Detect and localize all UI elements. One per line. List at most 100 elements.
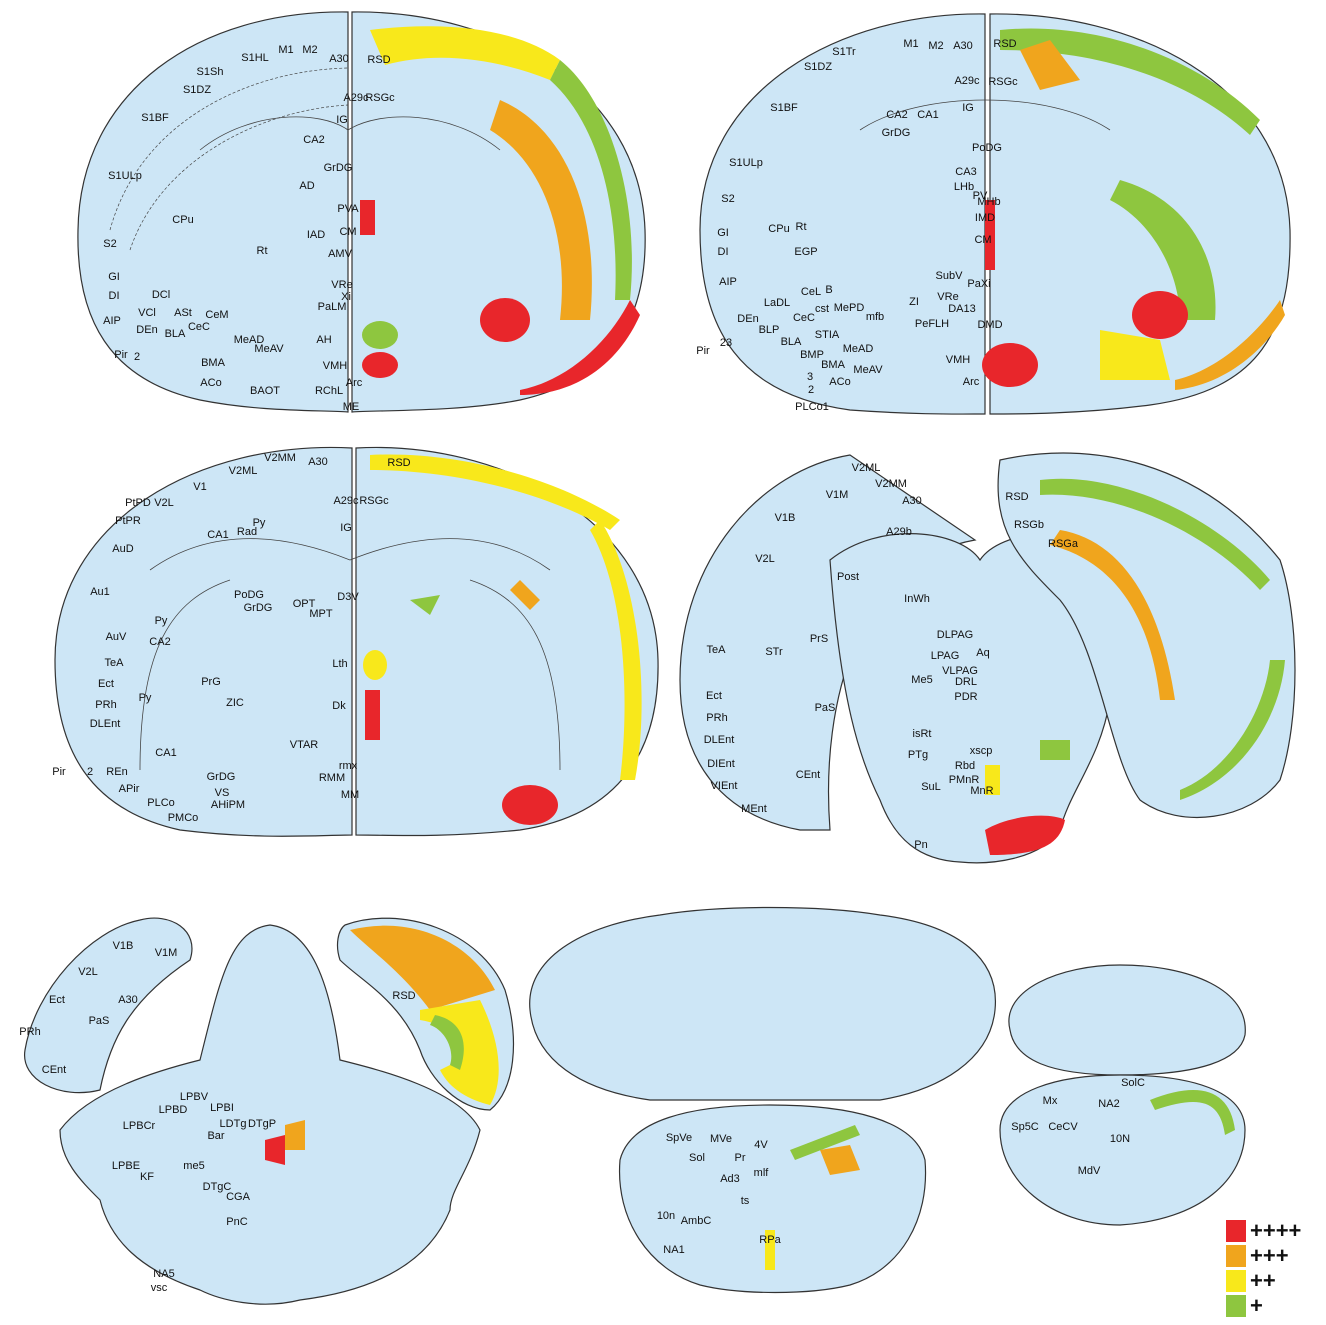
region-label: KF [140, 1171, 154, 1183]
region-label: LPBD [159, 1104, 188, 1116]
region-label: DEn [136, 324, 157, 336]
region-label: A29c [333, 495, 359, 507]
region-label: D3V [337, 591, 359, 603]
region-label: PTg [908, 749, 928, 761]
region-label: LPAG [931, 650, 960, 662]
region-label: mfb [866, 311, 884, 323]
region-label: VMH [323, 360, 348, 372]
region-label: Pr [735, 1152, 746, 1164]
region-label: Pir [52, 766, 66, 778]
region-label: CA2 [149, 636, 170, 648]
region-label: AD [299, 180, 314, 192]
region-label: 4V [754, 1139, 768, 1151]
region-label: isRt [913, 728, 932, 740]
region-label: S1DZ [183, 84, 211, 96]
region-label: CeM [205, 309, 228, 321]
legend-label: + [1250, 1293, 1263, 1318]
region-label: MePD [834, 302, 865, 314]
region-label: 2 [134, 351, 140, 363]
region-label: me5 [183, 1160, 204, 1172]
region-label: PaXi [967, 278, 990, 290]
region-label: PrG [201, 676, 221, 688]
region-label: GrDG [244, 602, 273, 614]
region-label: NA2 [1098, 1098, 1119, 1110]
region-label: DCl [152, 289, 170, 301]
region-label: DLEnt [704, 734, 735, 746]
region-label: TeA [707, 644, 727, 656]
region-label: MPT [309, 608, 333, 620]
region-label: Arc [963, 376, 980, 388]
region-label: NA5 [153, 1268, 174, 1280]
region-label: InWh [904, 593, 930, 605]
region-label: Rad [237, 526, 257, 538]
region-label: CGA [226, 1191, 251, 1203]
region-label: CeC [188, 321, 210, 333]
region-label: 2 [808, 384, 814, 396]
region-label: V2MM [875, 478, 907, 490]
region-label: CEnt [42, 1064, 66, 1076]
region-label: S1BF [770, 102, 798, 114]
region-label: LHb [954, 181, 974, 193]
region-label: Rbd [955, 760, 975, 772]
region-label: V1M [155, 947, 178, 959]
region-label: AuV [106, 631, 127, 643]
region-label: GrDG [207, 771, 236, 783]
region-label: BMA [821, 359, 846, 371]
legend-label: ++ [1250, 1268, 1276, 1293]
region-label: PeFLH [915, 318, 949, 330]
region-label: VRe [331, 279, 352, 291]
region-label: mlf [754, 1167, 770, 1179]
region-label: DI [109, 290, 120, 302]
region-label: DIEnt [707, 758, 735, 770]
region-label: PrS [810, 633, 828, 645]
region-label: VRe [937, 291, 958, 303]
region-label: RSGc [365, 92, 395, 104]
region-label: cst [815, 303, 829, 315]
region-label: IMD [975, 212, 995, 224]
region-label: Py [139, 692, 152, 704]
region-label: V2L [78, 966, 98, 978]
region-label: AH [316, 334, 331, 346]
region-label: CeCV [1048, 1121, 1078, 1133]
region-label: ZIC [226, 697, 244, 709]
legend-swatch [1226, 1270, 1246, 1292]
region-label: PRh [95, 699, 116, 711]
region-label: A30 [118, 994, 138, 1006]
region-label: GI [717, 227, 729, 239]
region-label: PRh [19, 1026, 40, 1038]
region-label: S1BF [141, 112, 169, 124]
region-label: A30 [329, 53, 349, 65]
region-label: S1HL [241, 52, 269, 64]
region-label: AuD [112, 543, 133, 555]
region-label: Pn [914, 839, 927, 851]
region-label: rmx [339, 760, 358, 772]
region-label: BLP [759, 324, 780, 336]
region-label: RSGc [359, 495, 389, 507]
region-label: Au1 [90, 586, 110, 598]
region-label: DTgP [248, 1118, 276, 1130]
region-label: CM [339, 226, 356, 238]
legend-swatch [1226, 1220, 1246, 1242]
region-label: CA2 [886, 109, 907, 121]
region-label: Ect [706, 690, 722, 702]
region-label: AMV [328, 248, 353, 260]
region-label: DRL [955, 676, 977, 688]
region-label: PaLM [318, 301, 347, 313]
region-label: RSGa [1048, 538, 1079, 550]
region-label: AmbC [681, 1215, 712, 1227]
region-label: V2L [154, 497, 174, 509]
region-label: BMA [201, 357, 226, 369]
region-label: VTAR [290, 739, 319, 751]
region-label: ACo [829, 376, 850, 388]
region-label: CPu [768, 223, 789, 235]
region-label: MHb [977, 196, 1000, 208]
region-label: Me5 [911, 674, 932, 686]
region-label: CA1 [207, 529, 228, 541]
region-label: MVe [710, 1133, 732, 1145]
region-label: DLPAG [937, 629, 973, 641]
region-label: M2 [928, 40, 943, 52]
region-label: V2ML [229, 465, 258, 477]
region-label: APir [119, 783, 140, 795]
region-label: PaS [89, 1015, 110, 1027]
region-label: MdV [1078, 1165, 1101, 1177]
